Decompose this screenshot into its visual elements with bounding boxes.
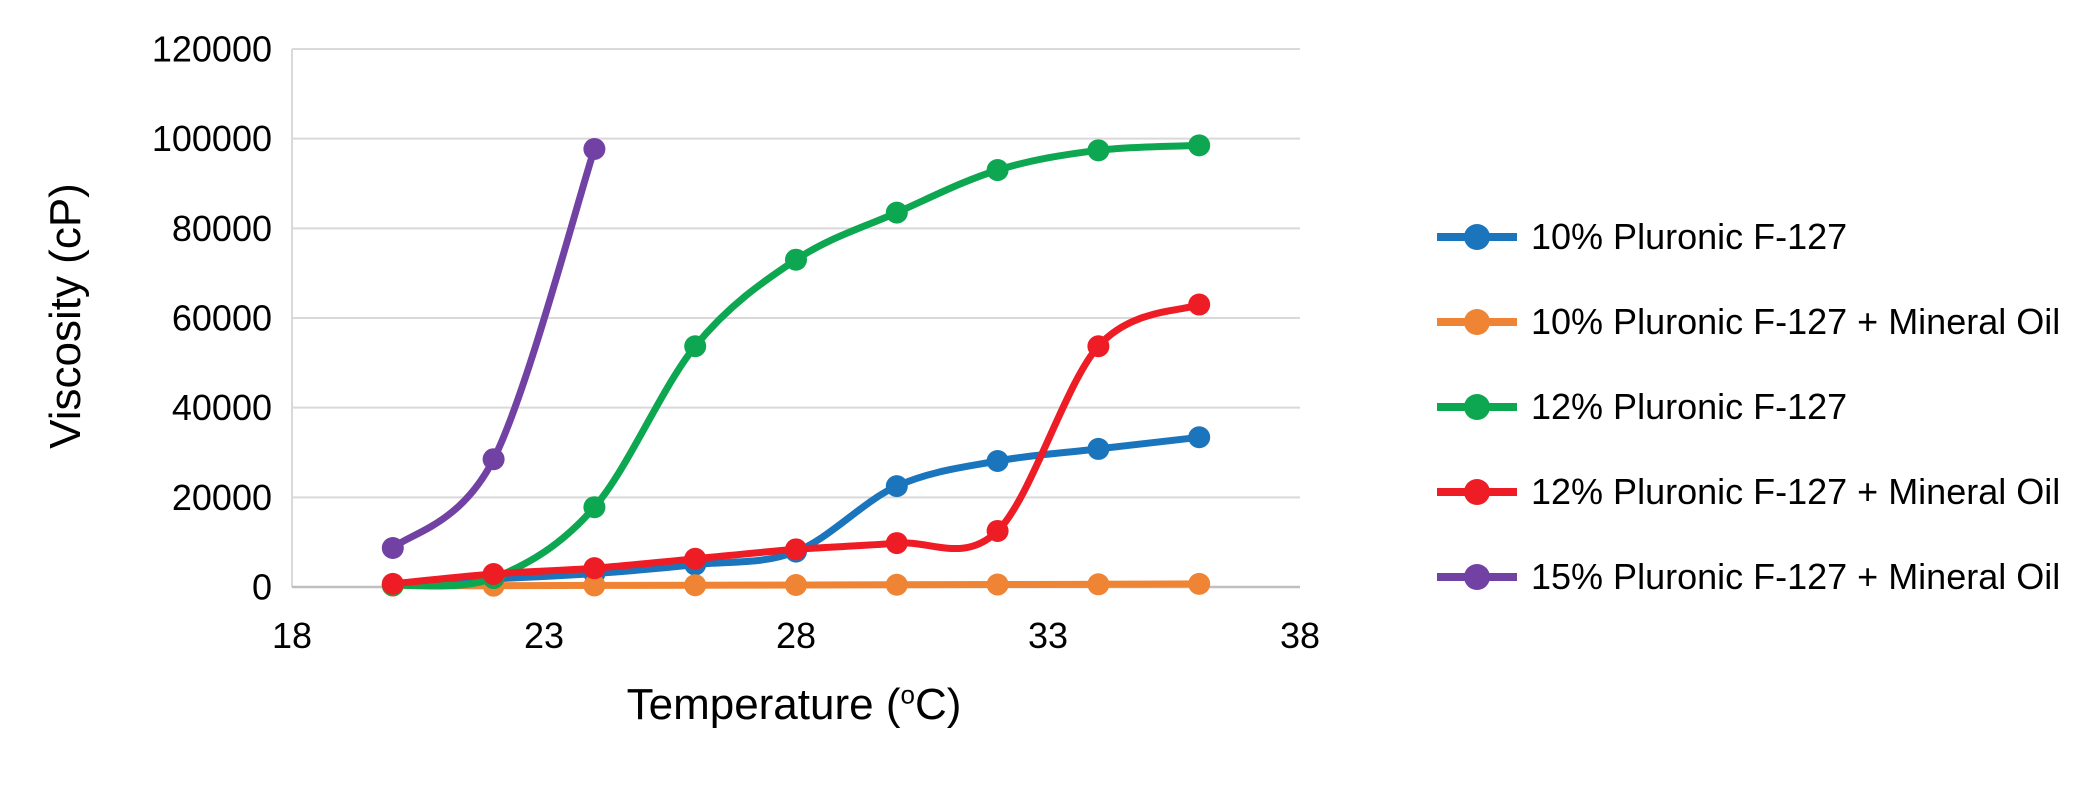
legend-label: 15% Pluronic F-127 + Mineral Oil: [1531, 556, 2061, 597]
series-line-2: [389, 141, 1203, 590]
data-point-series-3: [785, 538, 807, 561]
x-tick-label: 38: [1280, 615, 1320, 656]
legend-marker-dot: [1464, 394, 1490, 420]
data-point-series-2: [885, 201, 908, 224]
data-point-series-3: [684, 547, 707, 570]
legend-marker-line: [1437, 479, 1517, 505]
x-tick-label: 28: [776, 615, 816, 656]
x-axis-title-text: Temperature (: [626, 680, 901, 729]
legend-item: 10% Pluronic F-127: [1437, 207, 2060, 267]
data-point-series-2: [1188, 134, 1211, 157]
data-point-series-0: [885, 475, 908, 498]
data-point-series-1: [684, 574, 707, 597]
data-point-series-4: [583, 137, 606, 160]
legend-label: 12% Pluronic F-127: [1531, 386, 1848, 427]
data-point-series-2: [785, 248, 807, 271]
data-point-series-1: [1087, 573, 1110, 596]
y-tick-label: 20000: [172, 477, 272, 518]
legend-marker-dot: [1464, 224, 1490, 250]
legend: 10% Pluronic F-127 10% Pluronic F-127 + …: [1437, 207, 2060, 607]
data-point-series-3: [986, 519, 1009, 542]
legend-label: 10% Pluronic F-127 + Mineral Oil: [1531, 301, 2061, 342]
data-point-series-1: [785, 573, 807, 596]
data-point-series-2: [1087, 139, 1110, 162]
data-point-series-3: [583, 557, 606, 580]
y-tick-label: 100000: [152, 118, 272, 159]
data-point-series-4: [381, 536, 404, 559]
series-line-0: [389, 433, 1203, 589]
y-tick-label: 60000: [172, 298, 272, 339]
x-tick-label: 33: [1028, 615, 1068, 656]
y-tick-label: 120000: [152, 29, 272, 70]
legend-item: 15% Pluronic F-127 + Mineral Oil: [1437, 547, 2060, 607]
legend-item: 12% Pluronic F-127: [1437, 377, 2060, 437]
data-point-series-3: [1188, 293, 1211, 316]
data-point-series-0: [1188, 426, 1211, 449]
data-point-series-2: [583, 496, 606, 519]
legend-marker-dot: [1464, 479, 1490, 505]
legend-marker-line: [1437, 394, 1517, 420]
y-tick-label: 40000: [172, 387, 272, 428]
x-tick-label: 18: [272, 615, 312, 656]
x-axis-title-degree-superscript: o: [900, 679, 915, 710]
data-point-series-2: [684, 335, 707, 358]
legend-marker-dot: [1464, 564, 1490, 590]
data-point-series-3: [381, 572, 404, 595]
series-line-3: [389, 301, 1203, 588]
series-line-4: [389, 145, 598, 552]
legend-marker-line: [1437, 309, 1517, 335]
data-point-series-0: [1087, 437, 1110, 460]
legend-label: 12% Pluronic F-127 + Mineral Oil: [1531, 471, 2061, 512]
data-point-series-1: [885, 573, 908, 596]
data-point-series-1: [986, 573, 1009, 596]
data-point-series-1: [583, 574, 606, 597]
x-axis-title-unit: C): [914, 680, 962, 729]
legend-marker-line: [1437, 564, 1517, 590]
data-point-series-1: [1188, 572, 1211, 595]
data-point-series-3: [885, 532, 908, 555]
legend-item: 12% Pluronic F-127 + Mineral Oil: [1437, 462, 2060, 522]
data-point-series-4: [482, 448, 505, 471]
y-axis-title: Viscosity (cP): [41, 183, 90, 449]
data-point-series-3: [1087, 335, 1110, 358]
legend-label: 10% Pluronic F-127: [1531, 216, 1848, 257]
legend-marker-line: [1437, 224, 1517, 250]
x-tick-label: 23: [524, 615, 564, 656]
legend-item: 10% Pluronic F-127 + Mineral Oil: [1437, 292, 2060, 352]
y-tick-label: 80000: [172, 208, 272, 249]
legend-marker-dot: [1464, 309, 1490, 335]
data-point-series-2: [986, 159, 1009, 182]
data-point-series-0: [986, 450, 1009, 473]
x-axis-title: Temperature (oC): [394, 680, 1194, 730]
data-point-series-3: [482, 562, 505, 585]
y-tick-label: 0: [252, 567, 272, 608]
